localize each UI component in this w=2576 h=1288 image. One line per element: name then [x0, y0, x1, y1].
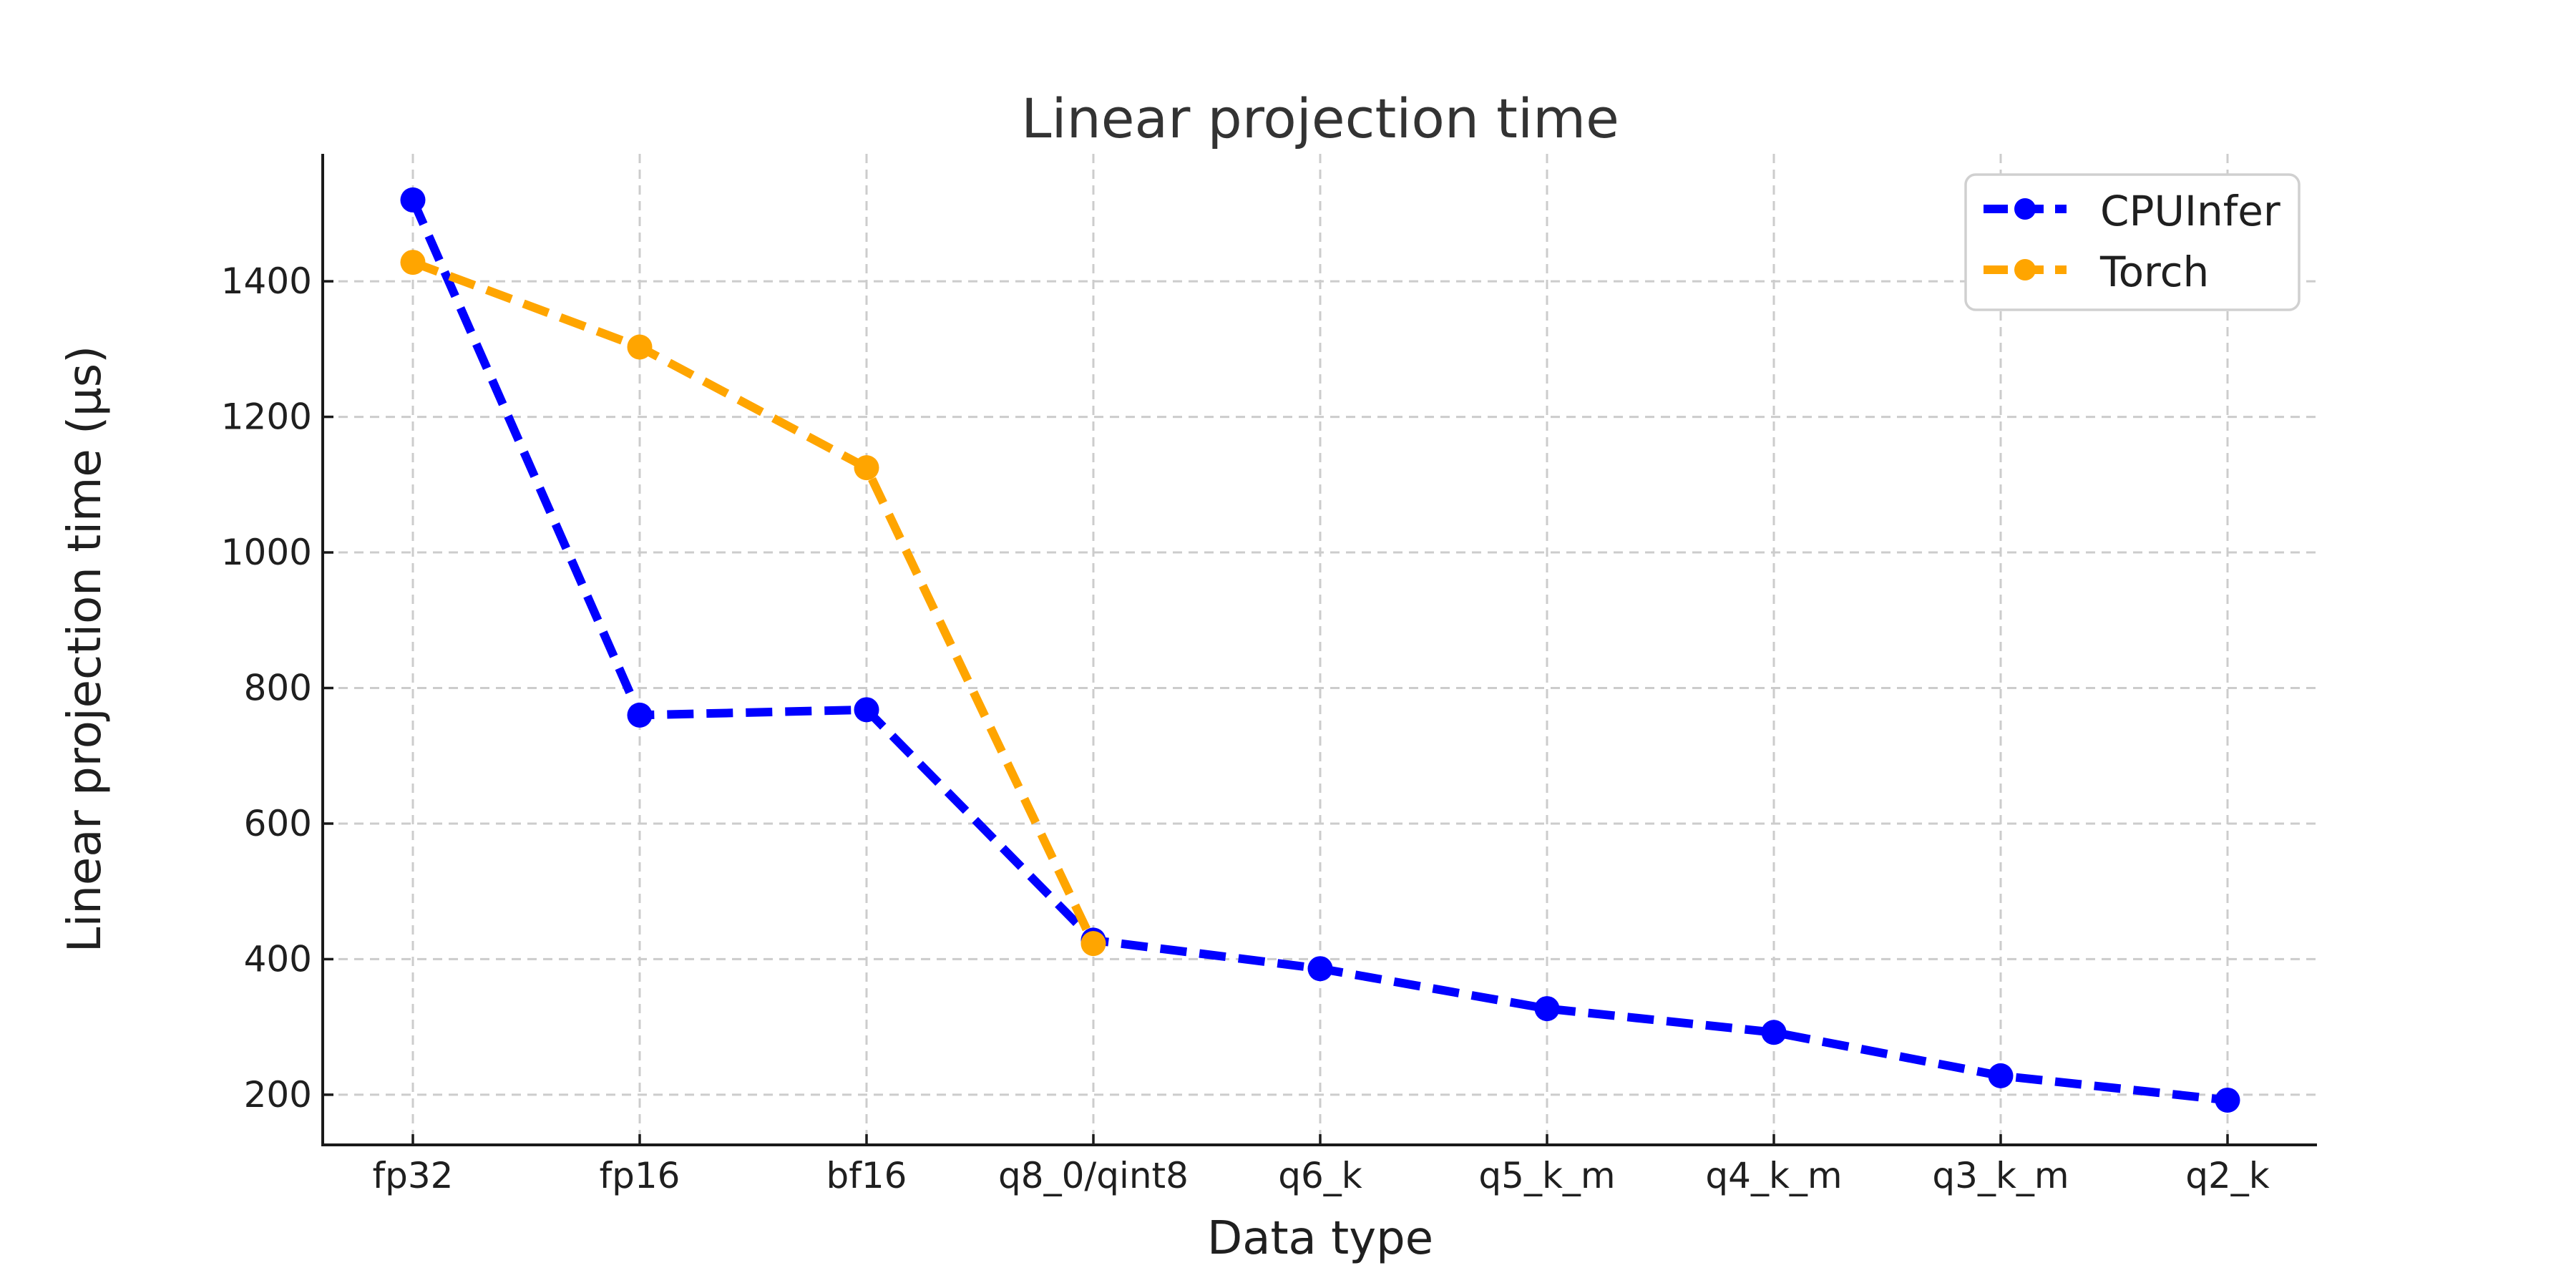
- grid-layer: [323, 154, 2317, 1145]
- series-marker-cpuinfer: [627, 702, 653, 728]
- y-tick-label: 600: [244, 803, 312, 844]
- series-marker-cpuinfer: [1988, 1063, 2014, 1088]
- legend-label: Torch: [2099, 248, 2209, 296]
- series-marker-torch: [400, 250, 426, 275]
- x-axis-label: Data type: [1207, 1212, 1433, 1265]
- series-marker-torch: [854, 455, 879, 481]
- x-tick-label: fp16: [600, 1155, 680, 1196]
- series-marker-cpuinfer: [1761, 1020, 1787, 1045]
- y-tick-label: 1400: [221, 260, 312, 302]
- series-line-torch: [411, 258, 1098, 946]
- series-marker-cpuinfer: [1534, 996, 1560, 1022]
- legend: CPUInfer Torch: [1964, 173, 2301, 311]
- series-marker-cpuinfer: [854, 697, 879, 723]
- x-tick-label: bf16: [826, 1155, 907, 1196]
- series-marker-cpuinfer: [2215, 1087, 2240, 1113]
- legend-label: CPUInfer: [2100, 187, 2280, 235]
- series-marker-cpuinfer: [400, 187, 426, 213]
- legend-box: [1964, 173, 2301, 311]
- chart-title: Linear projection time: [1021, 87, 1619, 150]
- x-tick-label: q6_k: [1278, 1155, 1362, 1196]
- x-tick-label: fp32: [373, 1155, 454, 1196]
- x-tick-label: q4_k_m: [1705, 1155, 1842, 1196]
- series-marker-torch: [1080, 931, 1106, 957]
- y-tick-label: 1000: [221, 532, 312, 573]
- series-layer: [400, 187, 2240, 1113]
- y-tick-label: 200: [244, 1074, 312, 1116]
- x-tick-label: q5_k_m: [1478, 1155, 1615, 1196]
- series-marker-torch: [627, 334, 653, 360]
- y-tick-label: 800: [244, 667, 312, 708]
- x-tick-label: q8_0/qint8: [998, 1155, 1189, 1196]
- x-tick-label: q3_k_m: [1932, 1155, 2069, 1196]
- series-marker-cpuinfer: [1307, 956, 1333, 982]
- y-tick-label: 400: [244, 938, 312, 980]
- x-tick-label: q2_k: [2185, 1155, 2270, 1196]
- tick-layer: 200 400 600 800 1000 1200 1400 fp32 fp16 bf16 q8_0…: [221, 260, 2270, 1196]
- legend-marker: [2014, 198, 2036, 220]
- y-tick-label: 1200: [221, 396, 312, 438]
- legend-marker: [2014, 259, 2036, 280]
- y-axis-label: Linear projection time (µs): [59, 346, 112, 952]
